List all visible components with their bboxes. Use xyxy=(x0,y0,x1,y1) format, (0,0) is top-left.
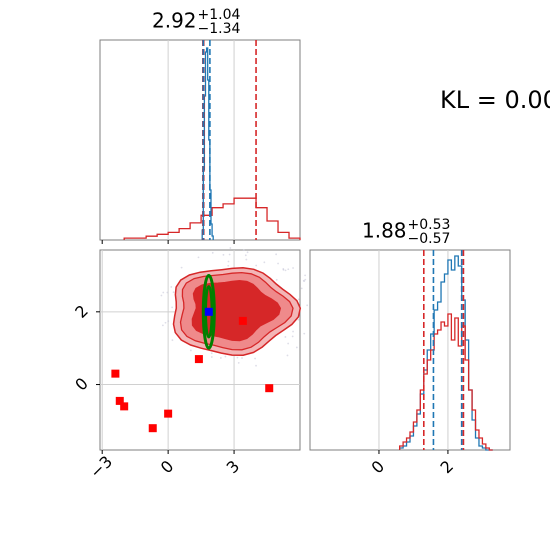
joint-sample-dot xyxy=(297,298,300,301)
joint-sample-dot xyxy=(171,306,174,309)
joint-sample-dot xyxy=(246,251,249,254)
joint-sample-dot xyxy=(167,320,170,323)
joint-sample-dot xyxy=(227,264,230,267)
panel-y-title-minus: −0.57 xyxy=(407,231,451,247)
panel-y-title-plus: +0.53 xyxy=(407,217,451,233)
y-marginal-frame xyxy=(309,249,511,451)
panel-x-title-plus: +1.04 xyxy=(197,7,241,23)
joint-red-square xyxy=(238,316,247,325)
joint-x-tick-label: −3 xyxy=(86,452,116,482)
joint-sample-dot xyxy=(160,294,163,297)
joint-sample-dot xyxy=(241,357,243,359)
joint-sample-dot xyxy=(303,332,306,335)
kl-label: KL = 0.00 xyxy=(440,86,550,114)
y-marginal-red-histogram xyxy=(399,313,493,451)
joint-sample-dot xyxy=(255,364,257,367)
joint-sample-dot xyxy=(292,330,294,333)
joint-red-square xyxy=(115,396,124,405)
joint-sample-dot xyxy=(284,336,287,338)
joint-sample-dot xyxy=(287,342,290,345)
joint-sample-dot xyxy=(306,304,309,307)
joint-sample-dot xyxy=(277,262,279,265)
panel-y-title-errors: +0.53 −0.57 xyxy=(408,218,451,246)
y-marginal-x-tick-label: 2 xyxy=(437,457,458,478)
panel-y-title-value: 1.88 xyxy=(362,218,407,243)
joint-sample-dot xyxy=(304,278,307,281)
joint-red-square xyxy=(265,384,274,393)
joint-sample-dot xyxy=(219,357,222,359)
joint-sample-dot xyxy=(300,287,303,290)
y-marginal-x-tick-label: 0 xyxy=(368,457,389,478)
joint-sample-dot xyxy=(224,355,227,358)
panel-x-title-value: 2.92 xyxy=(152,8,197,33)
joint-sample-dot xyxy=(227,260,230,263)
joint-sample-dot xyxy=(211,251,214,254)
joint-y-tick-label: 0 xyxy=(71,374,92,395)
panel-x-title-errors: +1.04 −1.34 xyxy=(198,8,241,36)
joint-sample-dot xyxy=(228,253,231,256)
joint-sample-dot xyxy=(292,267,294,269)
joint-sample-dot xyxy=(287,268,290,271)
panel-x-title-minus: −1.34 xyxy=(197,21,241,37)
joint-sample-dot xyxy=(180,266,183,269)
joint-sample-dot xyxy=(222,253,225,256)
joint-sample-dot xyxy=(229,247,232,249)
joint-red-square xyxy=(194,355,203,364)
joint-sample-dot xyxy=(161,324,164,327)
joint-sample-dot xyxy=(286,354,289,357)
joint-sample-dot xyxy=(197,256,200,259)
joint-sample-dot xyxy=(291,335,294,338)
joint-sample-dot xyxy=(282,268,285,271)
joint-red-square xyxy=(148,424,157,433)
joint-y-tick-label: 2 xyxy=(71,301,92,322)
x-marginal-panel xyxy=(99,39,301,244)
joint-sample-dot xyxy=(297,318,300,321)
joint-sample-dot xyxy=(170,286,173,288)
joint-sample-dot xyxy=(210,352,213,355)
joint-sample-dot xyxy=(275,253,278,256)
joint-sample-dot xyxy=(303,280,306,283)
joint-green-ellipse xyxy=(201,273,216,350)
joint-sample-dot xyxy=(263,261,266,264)
joint-sample-dot xyxy=(245,258,248,261)
joint-sample-dot xyxy=(304,274,307,277)
joint-sample-dot xyxy=(254,357,256,360)
x-marginal-frame xyxy=(99,39,301,241)
joint-sample-dot xyxy=(236,356,239,359)
x-marginal-red-histogram xyxy=(123,197,301,240)
joint-sample-dot xyxy=(237,361,240,364)
panel-y-title: 1.88 +0.53 −0.57 xyxy=(362,218,450,246)
joint-sample-dot xyxy=(255,264,258,267)
joint-red-square xyxy=(111,369,120,378)
joint-blue-marker xyxy=(204,307,213,316)
joint-sample-dot xyxy=(172,291,175,294)
joint-sample-dot xyxy=(166,291,169,294)
joint-red-square xyxy=(164,409,173,418)
joint-sample-dot xyxy=(162,291,165,294)
joint-sample-dot xyxy=(171,339,174,342)
joint-sample-dot xyxy=(244,254,247,257)
joint-x-tick-label: 3 xyxy=(223,457,244,478)
joint-x-tick-label: 0 xyxy=(157,457,178,478)
joint-panel: −3 0 3 0 2 xyxy=(71,247,312,482)
joint-sample-dot xyxy=(189,349,192,352)
joint-red-square xyxy=(120,402,129,411)
joint-sample-dot xyxy=(164,321,167,324)
joint-sample-dot xyxy=(275,278,278,281)
joint-sample-dot xyxy=(210,356,213,358)
panel-x-title: 2.92 +1.04 −1.34 xyxy=(152,8,240,36)
joint-sample-dot xyxy=(242,249,245,252)
joint-sample-dot xyxy=(284,269,287,272)
joint-sample-dot xyxy=(295,346,298,349)
